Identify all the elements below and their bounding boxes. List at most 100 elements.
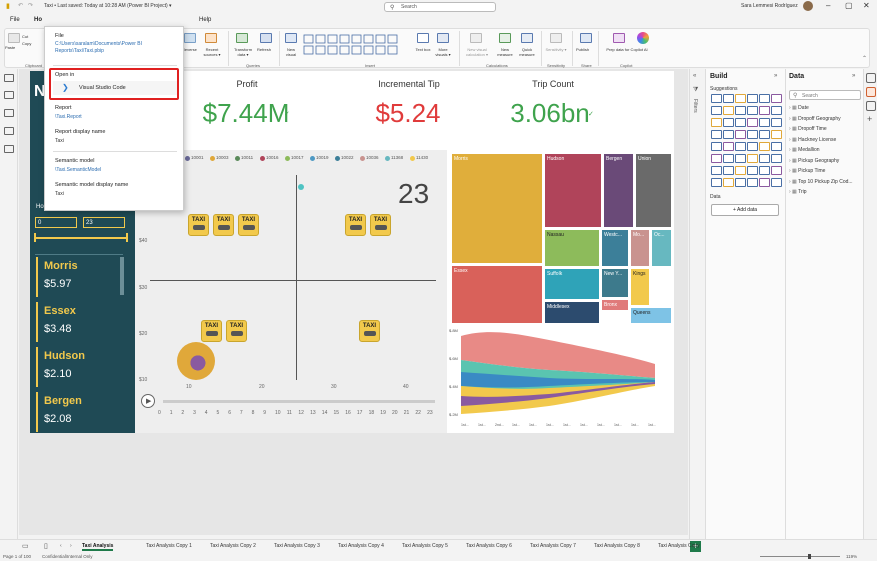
- city-name[interactable]: Bergen: [44, 395, 82, 407]
- legend-item[interactable]: 11430: [416, 155, 429, 160]
- play-axis-tick[interactable]: 0: [158, 410, 161, 416]
- recent-sources-label[interactable]: Recent sources ▾: [203, 47, 221, 57]
- treemap-tile[interactable]: Union: [635, 153, 672, 228]
- close-icon[interactable]: ✕: [863, 1, 870, 10]
- search-box[interactable]: ⚲ Search: [384, 2, 496, 12]
- hour-max-input[interactable]: 23: [83, 217, 125, 228]
- visual-type-icon[interactable]: [771, 94, 782, 103]
- refresh-icon[interactable]: [260, 33, 272, 43]
- zoom-level[interactable]: 119%: [846, 554, 858, 559]
- visual-type-icon[interactable]: [735, 142, 746, 151]
- publish-icon[interactable]: [580, 33, 592, 43]
- taxi-marker[interactable]: TAXI: [359, 320, 380, 342]
- filters-pane[interactable]: « ⧩ Filters: [689, 69, 704, 539]
- treemap-tile[interactable]: Westc...: [601, 229, 629, 267]
- legend-item[interactable]: 10019: [316, 155, 329, 160]
- next-page-icon[interactable]: ›: [70, 543, 72, 549]
- play-axis-tick[interactable]: 14: [321, 410, 328, 416]
- play-axis-tick[interactable]: 10: [275, 410, 281, 416]
- scatter-chart[interactable]: [135, 150, 447, 433]
- data-table-item[interactable]: › ▦ Dropoff Time: [789, 126, 827, 132]
- paste-icon[interactable]: [8, 33, 20, 43]
- treemap-tile[interactable]: Bronx: [601, 299, 629, 311]
- visual-type-icon[interactable]: [711, 166, 722, 175]
- user-name[interactable]: Sara Lemmesi Rodríguez: [741, 3, 798, 9]
- recent-sources-icon[interactable]: [205, 33, 217, 43]
- visualizations-pane-icon[interactable]: [866, 87, 876, 97]
- treemap-tile[interactable]: Kings: [630, 268, 650, 306]
- visual-type-icon[interactable]: [711, 154, 722, 163]
- visual-type-icon[interactable]: [723, 130, 734, 139]
- treemap-tile[interactable]: Queens: [630, 307, 672, 324]
- play-axis-tick[interactable]: 7: [239, 410, 243, 416]
- quick-measure-icon[interactable]: [521, 33, 533, 43]
- new-measure-icon[interactable]: [499, 33, 511, 43]
- page-tab[interactable]: Taxi Analysis Copy 4: [338, 543, 384, 549]
- text-box-label[interactable]: Text box: [415, 47, 431, 52]
- visual-type-icon[interactable]: [759, 130, 770, 139]
- visual-type-icon[interactable]: [771, 118, 782, 127]
- scrollbar[interactable]: [120, 257, 124, 295]
- stream-chart[interactable]: $.8M $.6M $.4M $.2M 1st... 1st... 2nd... 1s…: [449, 326, 673, 432]
- model-view-icon[interactable]: [4, 109, 14, 117]
- visual-type-icon[interactable]: [711, 106, 722, 115]
- play-axis-tick[interactable]: 12: [298, 410, 304, 416]
- city-name[interactable]: Morris: [44, 260, 78, 272]
- window-title[interactable]: Taxi • Last saved: Today at 10:28 AM (Po…: [44, 3, 172, 9]
- visual-type-icon[interactable]: [723, 106, 734, 115]
- play-axis-tick[interactable]: 2: [181, 410, 185, 416]
- play-axis-tick[interactable]: 19: [380, 410, 386, 416]
- kpi-value-profit[interactable]: $7.44M: [202, 98, 290, 128]
- visual-type-icon[interactable]: [759, 166, 770, 175]
- play-axis-tick[interactable]: 23: [427, 410, 433, 416]
- new-measure-label[interactable]: New measure: [497, 47, 513, 57]
- hour-slider-track[interactable]: [35, 237, 127, 239]
- stream-area[interactable]: [461, 372, 655, 388]
- page-tab[interactable]: Taxi Analysis: [82, 543, 114, 551]
- treemap-tile[interactable]: Middlesex: [544, 301, 600, 324]
- transform-data-label[interactable]: Transform data ▾: [233, 47, 253, 57]
- city-name[interactable]: Essex: [44, 305, 76, 317]
- semantic-path-link[interactable]: \Taxi.SemanticModel: [55, 167, 102, 173]
- play-axis-tick[interactable]: 8: [251, 410, 255, 416]
- hour-slider-handle-min[interactable]: [34, 233, 36, 242]
- treemap-tile[interactable]: Bergen: [603, 153, 634, 228]
- play-axis-tick[interactable]: 13: [310, 410, 316, 416]
- dax-query-icon[interactable]: [4, 127, 14, 135]
- visual-type-icon[interactable]: [735, 154, 746, 163]
- kpi-value-trips[interactable]: 3.06bn: [510, 98, 590, 128]
- visual-type-icon[interactable]: [711, 178, 722, 187]
- visual-type-icon[interactable]: [747, 94, 758, 103]
- text-box-icon[interactable]: [417, 33, 429, 43]
- page-tab[interactable]: Taxi Analysis Copy 8: [594, 543, 640, 549]
- data-table-item[interactable]: › ▦ Pickup Geography: [789, 158, 839, 164]
- new-visual-calc-icon[interactable]: [470, 33, 482, 43]
- page-tab[interactable]: Taxi Analysis Copy 6: [466, 543, 512, 549]
- data-table-item[interactable]: › ▦ Hackney License: [789, 137, 836, 143]
- zoom-slider-handle[interactable]: [808, 554, 811, 559]
- taxi-marker[interactable]: TAXI: [370, 214, 391, 236]
- bookmarks-pane-icon[interactable]: [866, 101, 876, 111]
- visual-type-icon[interactable]: [771, 106, 782, 115]
- page-tab[interactable]: Taxi Analysis Copy 5: [402, 543, 448, 549]
- play-axis-tick[interactable]: 22: [415, 410, 421, 416]
- collapse-ribbon-icon[interactable]: ⌃: [862, 56, 868, 62]
- scatter-point[interactable]: [298, 184, 304, 190]
- file-path-link[interactable]: C:\Users\saralam\Documents\Power BI Repo…: [55, 41, 142, 54]
- treemap-tile[interactable]: Morris: [451, 153, 543, 264]
- tmdl-view-icon[interactable]: [4, 145, 14, 153]
- taxi-marker[interactable]: TAXI: [345, 214, 366, 236]
- play-axis-tick[interactable]: 17: [356, 410, 363, 416]
- page-tab[interactable]: Taxi Analysis Copy: [658, 543, 700, 549]
- visual-type-icon[interactable]: [747, 118, 758, 127]
- visual-type-icon[interactable]: [759, 178, 770, 187]
- legend-item[interactable]: 10016: [266, 155, 279, 160]
- stream-area[interactable]: [461, 382, 655, 414]
- treemap-tile[interactable]: Suffolk: [544, 268, 600, 300]
- play-button[interactable]: [141, 394, 155, 408]
- prep-data-icon[interactable]: [613, 33, 625, 43]
- visual-type-icon[interactable]: [723, 154, 734, 163]
- visual-type-icon[interactable]: [711, 94, 722, 103]
- taxi-marker[interactable]: TAXI: [238, 214, 259, 236]
- visual-type-icon[interactable]: [747, 130, 758, 139]
